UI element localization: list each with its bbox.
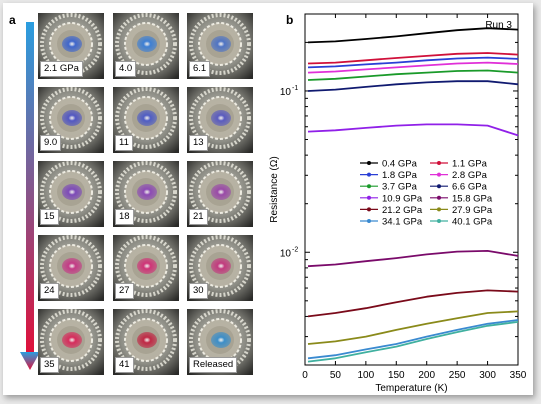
sample-photo	[187, 161, 253, 227]
series-line	[307, 61, 519, 74]
legend-marker	[437, 184, 441, 189]
x-tick-label: 250	[449, 370, 466, 381]
legend-marker	[367, 184, 371, 189]
panel-a-label: a	[9, 13, 16, 27]
x-tick-label: 100	[358, 370, 375, 381]
sample-photo	[113, 235, 179, 301]
photo-tile: 18	[113, 161, 179, 227]
legend-marker	[437, 172, 441, 177]
sample-photo	[113, 13, 179, 79]
pressure-label: 15	[40, 209, 59, 225]
legend-marker	[367, 161, 371, 165]
legend-label: 1.8 GPa	[382, 170, 418, 181]
pressure-label: 24	[40, 283, 59, 299]
pressure-arrow	[20, 22, 40, 370]
legend-marker	[437, 195, 441, 200]
y-tick-exponent: -1	[292, 85, 298, 92]
pressure-label: 11	[115, 135, 133, 151]
legend-label: 1.1 GPa	[452, 159, 488, 170]
photo-tile: Released	[187, 309, 253, 375]
pressure-label: 13	[189, 135, 208, 151]
sample-photo	[38, 87, 104, 153]
pressure-label: 6.1	[189, 61, 211, 77]
sample-photo	[113, 87, 179, 153]
photo-tile: 4.0	[113, 13, 179, 79]
series-line	[307, 249, 519, 268]
legend-label: 34.1 GPa	[382, 217, 423, 228]
series-line	[307, 80, 519, 92]
legend-marker	[367, 207, 371, 212]
photo-tile: 6.1	[187, 13, 253, 79]
photo-tile: 35	[38, 309, 104, 375]
pressure-label: 2.1 GPa	[40, 61, 83, 77]
y-axis-label: Resistance (Ω)	[269, 156, 280, 222]
series-line	[307, 69, 519, 81]
photo-tile: 2.1 GPa	[38, 13, 104, 79]
pressure-label: 35	[40, 357, 59, 373]
pressure-label: 30	[189, 283, 208, 299]
series-line	[307, 123, 519, 137]
series-line	[307, 27, 519, 44]
panel-b-label: b	[286, 13, 294, 27]
pressure-label: 9.0	[40, 135, 62, 151]
series-line	[307, 310, 519, 345]
legend-label: 2.8 GPa	[452, 170, 488, 181]
pressure-label: 18	[115, 209, 134, 225]
pressure-label: 41	[115, 357, 134, 373]
x-tick-label: 350	[510, 370, 527, 381]
photo-tile: 30	[187, 235, 253, 301]
sample-photo	[38, 161, 104, 227]
sample-photo	[113, 309, 179, 375]
series-line	[307, 289, 519, 318]
legend-label: 40.1 GPa	[452, 217, 493, 228]
y-tick-exponent: -2	[292, 246, 298, 253]
series-line	[307, 56, 519, 69]
series-line	[307, 319, 519, 360]
legend-label: 0.4 GPa	[382, 159, 418, 170]
pressure-label: 21	[189, 209, 208, 225]
legend-label: 27.9 GPa	[452, 205, 493, 216]
legend-label: 10.9 GPa	[382, 193, 423, 204]
series-line	[307, 52, 519, 65]
x-tick-label: 0	[302, 370, 308, 381]
photo-tile: 21	[187, 161, 253, 227]
pressure-label: 27	[115, 283, 134, 299]
y-tick-label: 10	[280, 248, 292, 259]
legend-marker	[437, 207, 441, 212]
legend-marker	[367, 219, 371, 223]
series-line	[307, 321, 519, 363]
photo-tile: 13	[187, 87, 253, 153]
pressure-label: 4.0	[115, 61, 137, 77]
legend-marker	[437, 219, 441, 223]
x-tick-label: 150	[388, 370, 405, 381]
photo-tile: 11	[113, 87, 179, 153]
x-tick-label: 300	[479, 370, 496, 381]
y-tick-label: 10	[280, 87, 292, 98]
legend-label: 21.2 GPa	[382, 205, 423, 216]
sample-photo	[187, 235, 253, 301]
x-axis-label: Temperature (K)	[375, 383, 447, 394]
photo-tile: 24	[38, 235, 104, 301]
x-tick-label: 200	[418, 370, 435, 381]
legend-label: 6.6 GPa	[452, 182, 488, 193]
x-tick-label: 50	[330, 370, 342, 381]
pressure-label: Released	[189, 357, 238, 373]
legend-marker	[367, 172, 371, 177]
legend-marker	[367, 195, 371, 200]
photo-tile: 27	[113, 235, 179, 301]
photo-tile: 41	[113, 309, 179, 375]
sample-photo	[187, 13, 253, 79]
photo-tile: 15	[38, 161, 104, 227]
photo-tile: 9.0	[38, 87, 104, 153]
legend-marker	[437, 161, 441, 165]
plot-frame	[304, 13, 519, 366]
legend-label: 3.7 GPa	[382, 182, 418, 193]
run-label: Run 3	[485, 20, 512, 31]
legend-label: 15.8 GPa	[452, 193, 493, 204]
